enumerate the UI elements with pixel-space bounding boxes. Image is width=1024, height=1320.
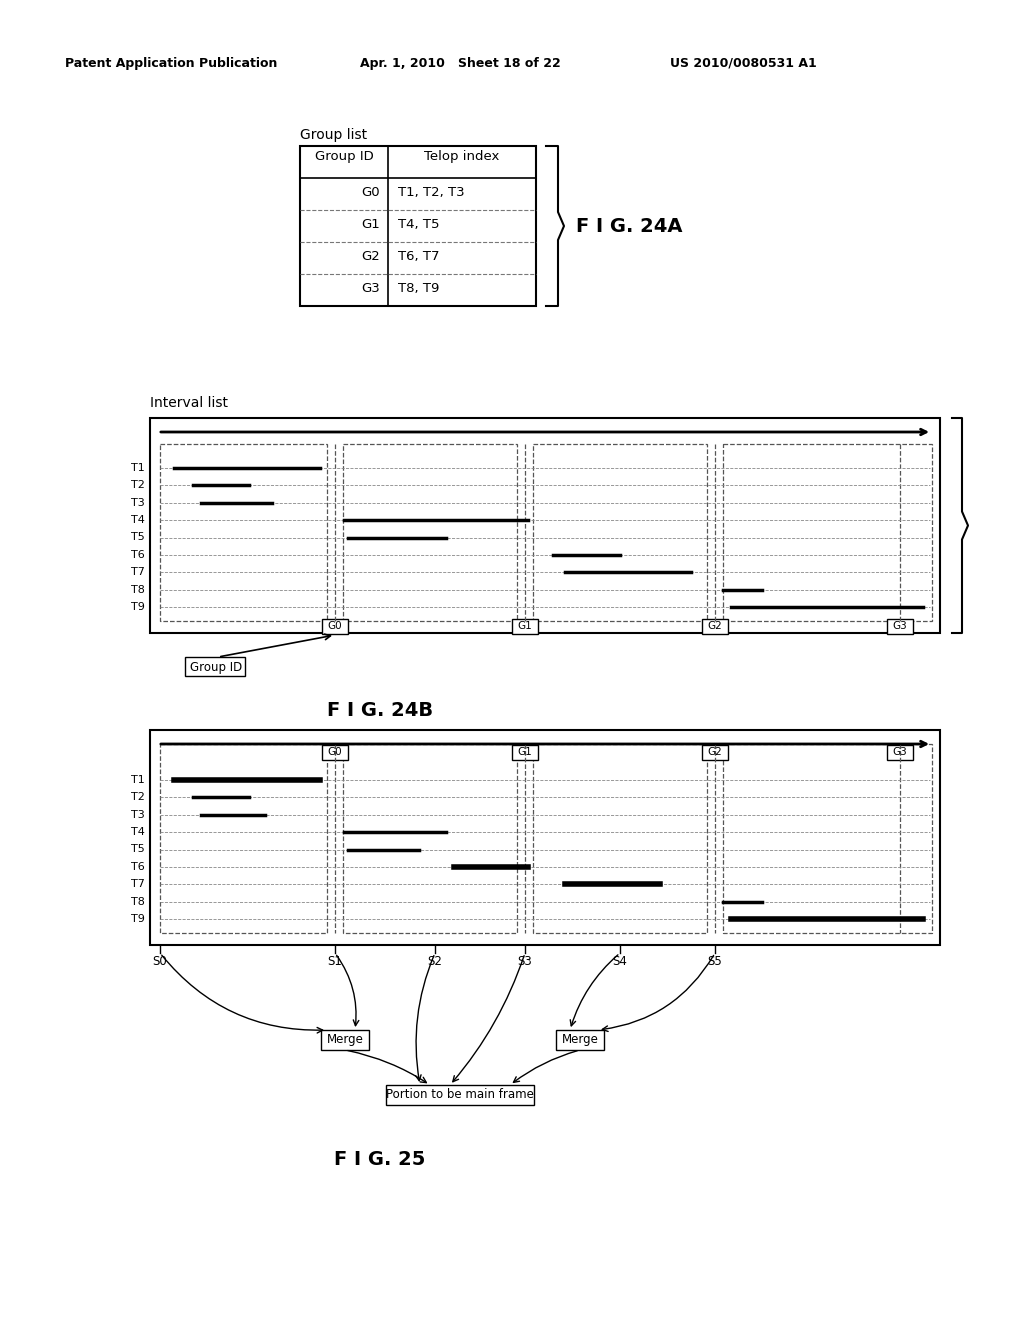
Text: G2: G2 xyxy=(361,249,380,263)
Text: T5: T5 xyxy=(131,532,145,543)
Text: T1: T1 xyxy=(131,463,145,473)
Text: T2: T2 xyxy=(131,792,145,803)
Text: T1: T1 xyxy=(131,775,145,785)
Text: US 2010/0080531 A1: US 2010/0080531 A1 xyxy=(670,57,817,70)
Text: F I G. 24A: F I G. 24A xyxy=(575,216,683,235)
Text: T5: T5 xyxy=(131,845,145,854)
Text: S1: S1 xyxy=(328,954,342,968)
Bar xyxy=(150,730,940,945)
Text: G0: G0 xyxy=(328,620,342,631)
Text: T7: T7 xyxy=(131,568,145,577)
Text: Patent Application Publication: Patent Application Publication xyxy=(65,57,278,70)
Bar xyxy=(343,444,517,620)
Text: Merge: Merge xyxy=(561,1034,598,1047)
Text: T2: T2 xyxy=(131,480,145,490)
Bar xyxy=(160,744,327,933)
Text: T8: T8 xyxy=(131,585,145,594)
Bar xyxy=(887,744,913,759)
Bar xyxy=(185,657,245,676)
Text: G3: G3 xyxy=(361,282,380,294)
Text: S5: S5 xyxy=(708,954,722,968)
Text: T8: T8 xyxy=(131,896,145,907)
Text: T9: T9 xyxy=(131,602,145,612)
Text: G3: G3 xyxy=(893,747,907,756)
Text: T4, T5: T4, T5 xyxy=(398,218,439,231)
Text: S4: S4 xyxy=(612,954,628,968)
Bar xyxy=(150,418,940,634)
Bar xyxy=(702,744,728,759)
Text: F I G. 25: F I G. 25 xyxy=(334,1150,426,1170)
Text: Group ID: Group ID xyxy=(190,661,243,675)
Bar xyxy=(723,444,932,620)
Bar xyxy=(300,147,536,306)
Text: G0: G0 xyxy=(361,186,380,199)
Text: Interval list: Interval list xyxy=(150,396,228,411)
Text: T6, T7: T6, T7 xyxy=(398,249,439,263)
Text: T6: T6 xyxy=(131,550,145,560)
Text: T9: T9 xyxy=(131,913,145,924)
Bar xyxy=(512,744,538,759)
Text: S2: S2 xyxy=(428,954,442,968)
Bar xyxy=(512,619,538,634)
Text: Group list: Group list xyxy=(300,128,368,143)
Text: T4: T4 xyxy=(131,828,145,837)
Text: F I G. 24B: F I G. 24B xyxy=(327,701,433,719)
Text: G0: G0 xyxy=(328,747,342,756)
Text: Merge: Merge xyxy=(327,1034,364,1047)
Bar xyxy=(887,619,913,634)
Text: S0: S0 xyxy=(153,954,167,968)
Text: G1: G1 xyxy=(517,747,532,756)
Bar xyxy=(321,1030,369,1049)
Bar xyxy=(160,444,327,620)
Bar xyxy=(702,619,728,634)
Bar xyxy=(534,444,707,620)
Text: S3: S3 xyxy=(517,954,532,968)
Text: G1: G1 xyxy=(517,620,532,631)
Text: T4: T4 xyxy=(131,515,145,525)
Text: Telop index: Telop index xyxy=(424,150,500,162)
Text: T6: T6 xyxy=(131,862,145,873)
Bar xyxy=(386,1085,534,1105)
Text: Apr. 1, 2010   Sheet 18 of 22: Apr. 1, 2010 Sheet 18 of 22 xyxy=(360,57,561,70)
Bar xyxy=(723,744,932,933)
Bar xyxy=(343,744,517,933)
Text: T3: T3 xyxy=(131,809,145,820)
Text: T3: T3 xyxy=(131,498,145,508)
Text: T7: T7 xyxy=(131,879,145,890)
Text: G1: G1 xyxy=(361,218,380,231)
Text: G2: G2 xyxy=(708,747,722,756)
Text: T1, T2, T3: T1, T2, T3 xyxy=(398,186,465,199)
Text: Group ID: Group ID xyxy=(314,150,374,162)
Bar xyxy=(534,744,707,933)
Bar xyxy=(556,1030,604,1049)
Bar xyxy=(322,619,348,634)
Text: G2: G2 xyxy=(708,620,722,631)
Text: G3: G3 xyxy=(893,620,907,631)
Text: Portion to be main frame: Portion to be main frame xyxy=(386,1089,534,1101)
Bar xyxy=(322,744,348,759)
Text: T8, T9: T8, T9 xyxy=(398,282,439,294)
